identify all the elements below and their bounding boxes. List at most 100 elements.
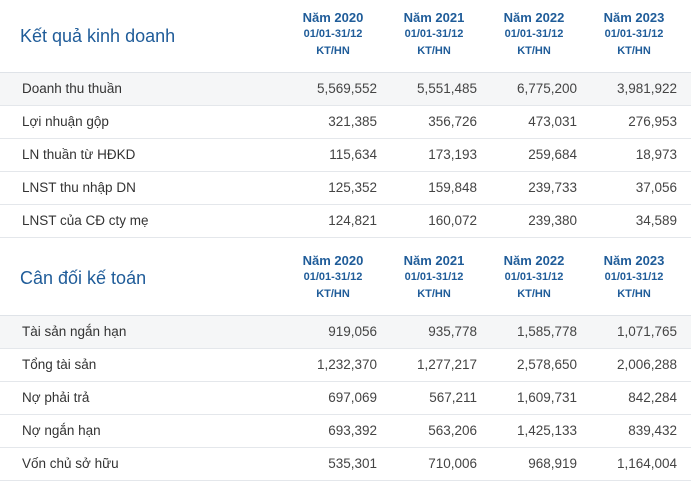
balance-sheet-table: Tài sản ngắn hạn 919,056 935,778 1,585,7… (0, 315, 691, 481)
year-label: Năm 2022 (503, 10, 565, 25)
cell-value: 18,973 (635, 147, 677, 162)
cell-value: 1,425,133 (516, 423, 577, 438)
row-label: LNST thu nhập DN (22, 180, 136, 195)
cell-value: 919,056 (328, 324, 377, 339)
cell-value: 3,981,922 (616, 81, 677, 96)
row-label: Tổng tài sản (22, 357, 97, 372)
cell-value: 2,578,650 (516, 357, 577, 372)
business-results-table: Doanh thu thuần 5,569,552 5,551,485 6,77… (0, 72, 691, 238)
cell-value: 356,726 (428, 114, 477, 129)
balance-sheet-header: Cân đối kế toán Năm 2020 01/01-31/12 KT/… (0, 238, 691, 315)
year-header-2020: Năm 2020 01/01-31/12 KT/HN (283, 252, 383, 303)
unit-label: KT/HN (316, 288, 350, 300)
cell-value: 1,164,004 (616, 456, 677, 471)
period-label: 01/01-31/12 (404, 271, 464, 283)
row-label: Vốn chủ sở hữu (22, 456, 119, 471)
cell-value: 276,953 (628, 114, 677, 129)
year-header-2023: Năm 2023 01/01-31/12 KT/HN (584, 252, 684, 303)
period-label: 01/01-31/12 (504, 271, 564, 283)
unit-label: KT/HN (316, 45, 350, 57)
table-row: LN thuần từ HĐKD 115,634 173,193 259,684… (0, 139, 691, 172)
balance-sheet-title[interactable]: Cân đối kế toán (20, 268, 147, 288)
cell-value: 535,301 (328, 456, 377, 471)
unit-label: KT/HN (617, 288, 651, 300)
table-row: LNST của CĐ cty mẹ 124,821 160,072 239,3… (0, 205, 691, 238)
cell-value: 37,056 (635, 180, 677, 195)
cell-value: 563,206 (428, 423, 477, 438)
row-label: Nợ ngắn hạn (22, 423, 101, 438)
cell-value: 160,072 (428, 213, 477, 228)
business-results-header: Kết quả kinh doanh Năm 2020 01/01-31/12 … (0, 0, 691, 72)
row-label: Tài sản ngắn hạn (22, 324, 127, 339)
cell-value: 321,385 (328, 114, 377, 129)
table-row: Lợi nhuận gộp 321,385 356,726 473,031 27… (0, 106, 691, 139)
cell-value: 239,733 (528, 180, 577, 195)
cell-value: 842,284 (628, 390, 677, 405)
cell-value: 693,392 (328, 423, 377, 438)
year-label: Năm 2021 (403, 253, 465, 268)
table-row: Nợ ngắn hạn 693,392 563,206 1,425,133 83… (0, 415, 691, 448)
cell-value: 6,775,200 (516, 81, 577, 96)
period-label: 01/01-31/12 (303, 271, 363, 283)
cell-value: 173,193 (428, 147, 477, 162)
year-header-2022: Năm 2022 01/01-31/12 KT/HN (484, 252, 584, 303)
year-label: Năm 2020 (302, 10, 364, 25)
period-label: 01/01-31/12 (504, 28, 564, 40)
cell-value: 935,778 (428, 324, 477, 339)
table-row: Tổng tài sản 1,232,370 1,277,217 2,578,6… (0, 349, 691, 382)
cell-value: 5,569,552 (316, 81, 377, 96)
year-label: Năm 2023 (603, 10, 665, 25)
year-header-2022: Năm 2022 01/01-31/12 KT/HN (484, 9, 584, 60)
row-label: Doanh thu thuần (22, 81, 122, 96)
table-row: Vốn chủ sở hữu 535,301 710,006 968,919 1… (0, 448, 691, 481)
period-label: 01/01-31/12 (404, 28, 464, 40)
year-label: Năm 2023 (603, 253, 665, 268)
cell-value: 473,031 (528, 114, 577, 129)
cell-value: 125,352 (328, 180, 377, 195)
period-label: 01/01-31/12 (604, 271, 664, 283)
cell-value: 1,277,217 (416, 357, 477, 372)
cell-value: 567,211 (429, 390, 477, 405)
cell-value: 239,380 (528, 213, 577, 228)
row-label: LNST của CĐ cty mẹ (22, 213, 149, 228)
cell-value: 259,684 (528, 147, 577, 162)
cell-value: 1,585,778 (516, 324, 577, 339)
unit-label: KT/HN (617, 45, 651, 57)
business-results-title[interactable]: Kết quả kinh doanh (20, 26, 176, 46)
table-row: Doanh thu thuần 5,569,552 5,551,485 6,77… (0, 73, 691, 106)
cell-value: 968,919 (528, 456, 577, 471)
cell-value: 1,071,765 (616, 324, 677, 339)
unit-label: KT/HN (517, 288, 551, 300)
balance-sheet-section: Cân đối kế toán Năm 2020 01/01-31/12 KT/… (0, 238, 691, 481)
row-label: Nợ phải trả (22, 390, 90, 405)
row-label: Lợi nhuận gộp (22, 114, 109, 129)
table-row: Nợ phải trả 697,069 567,211 1,609,731 84… (0, 382, 691, 415)
period-label: 01/01-31/12 (604, 28, 664, 40)
unit-label: KT/HN (417, 288, 451, 300)
cell-value: 839,432 (628, 423, 677, 438)
business-results-section: Kết quả kinh doanh Năm 2020 01/01-31/12 … (0, 0, 691, 238)
cell-value: 697,069 (328, 390, 377, 405)
cell-value: 1,232,370 (316, 357, 377, 372)
year-label: Năm 2022 (503, 253, 565, 268)
cell-value: 5,551,485 (416, 81, 477, 96)
cell-value: 124,821 (328, 213, 377, 228)
cell-value: 1,609,731 (516, 390, 577, 405)
period-label: 01/01-31/12 (303, 28, 363, 40)
year-header-2021: Năm 2021 01/01-31/12 KT/HN (384, 252, 484, 303)
cell-value: 34,589 (635, 213, 677, 228)
unit-label: KT/HN (517, 45, 551, 57)
table-row: Tài sản ngắn hạn 919,056 935,778 1,585,7… (0, 316, 691, 349)
cell-value: 159,848 (428, 180, 477, 195)
cell-value: 2,006,288 (616, 357, 677, 372)
row-label: LN thuần từ HĐKD (22, 147, 136, 162)
year-label: Năm 2020 (302, 253, 364, 268)
unit-label: KT/HN (417, 45, 451, 57)
cell-value: 115,634 (329, 147, 377, 162)
cell-value: 710,006 (428, 456, 477, 471)
year-header-2021: Năm 2021 01/01-31/12 KT/HN (384, 9, 484, 60)
year-header-2023: Năm 2023 01/01-31/12 KT/HN (584, 9, 684, 60)
year-header-2020: Năm 2020 01/01-31/12 KT/HN (283, 9, 383, 60)
year-label: Năm 2021 (403, 10, 465, 25)
table-row: LNST thu nhập DN 125,352 159,848 239,733… (0, 172, 691, 205)
